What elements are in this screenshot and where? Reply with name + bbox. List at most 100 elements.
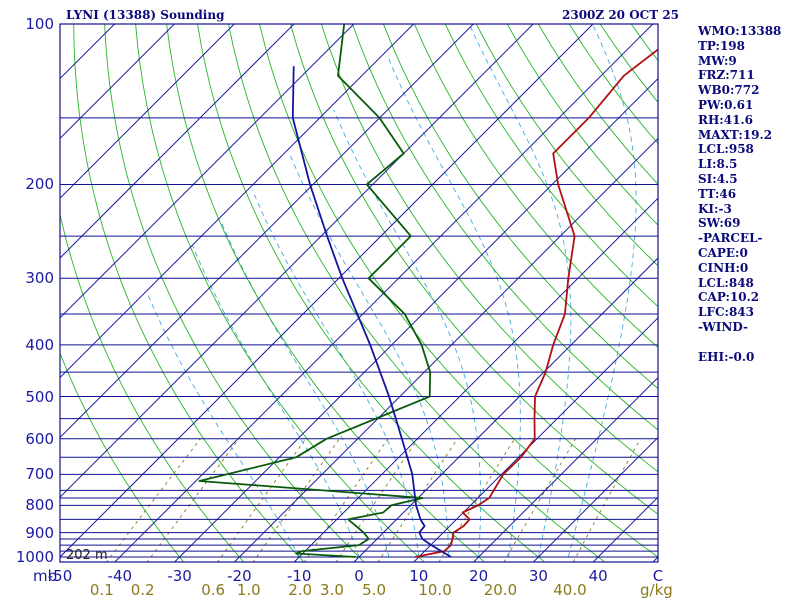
moist-adiabat--10 — [146, 293, 300, 558]
index-row: CINH:0 — [698, 260, 749, 275]
surface-height-label: 202 m — [66, 548, 108, 563]
mixing-ratio-line-1 — [252, 438, 340, 562]
index-row: LCL:958 — [698, 142, 754, 157]
dry-adiabat-80 — [351, 24, 658, 431]
temperature-label-2: -30 — [167, 567, 192, 585]
temperature-label-4: -10 — [286, 567, 312, 585]
pressure-label-500: 500 — [25, 387, 54, 406]
temperature-label-9: 40 — [588, 567, 608, 585]
mixing-ratio-label-5.0: 5.0 — [362, 581, 387, 599]
index-row: CAP:10.2 — [698, 290, 760, 305]
isotherm--60 — [60, 24, 534, 498]
index-row: SI:4.5 — [698, 171, 738, 186]
mixing-ratio-label-2.0: 2.0 — [288, 581, 313, 599]
pressure-label-300: 300 — [25, 269, 54, 288]
moist-adiabat-25 — [387, 56, 521, 558]
temperature-label-7: 20 — [469, 567, 489, 585]
mixing-ratio-line-2 — [303, 438, 389, 562]
temperature-label-0: -50 — [47, 567, 73, 585]
isotherms — [60, 24, 658, 562]
temperature-profile — [415, 48, 658, 558]
index-row: LI:8.5 — [698, 157, 738, 172]
isotherm--50 — [60, 24, 594, 558]
temperature-label-5: 0 — [354, 567, 364, 585]
dry-adiabat--20 — [60, 212, 245, 562]
isobars — [60, 117, 658, 558]
index-row: -WIND- — [698, 319, 748, 334]
index-row: TP:198 — [698, 38, 746, 53]
temperature-label-3: -20 — [227, 567, 252, 585]
dry-adiabat-110 — [444, 24, 658, 308]
index-row: LCL:848 — [698, 275, 754, 290]
isotherm--100 — [60, 24, 295, 259]
isotherm--40 — [114, 24, 654, 562]
mixing-ratio-line-3 — [335, 438, 419, 562]
dry-adiabat--30 — [60, 351, 185, 562]
mixing-ratio-label-20.0: 20.0 — [483, 581, 518, 599]
pressure-label-1000: 1000 — [15, 548, 54, 566]
dry-adiabat-100 — [413, 24, 658, 348]
isotherm-0 — [353, 257, 658, 562]
dry-adiabat--10 — [73, 24, 305, 562]
pressure-label-800: 800 — [25, 496, 54, 515]
index-row: KI:-3 — [698, 201, 732, 216]
isotherm-20 — [472, 376, 658, 562]
index-row: -PARCEL- — [698, 231, 763, 246]
index-row: TT:46 — [698, 186, 737, 201]
isotherm-10 — [413, 317, 658, 562]
temperature-label-10: C — [652, 567, 664, 585]
index-row: EHI:-0.0 — [698, 349, 755, 364]
mixing-ratio-line-5 — [377, 438, 458, 562]
mixing-ratio-label-40.0: 40.0 — [553, 581, 587, 599]
isotherm-30 — [532, 436, 658, 562]
index-row: CAPE:0 — [698, 245, 748, 260]
pressure-label-200: 200 — [25, 175, 54, 194]
pressure-label-700: 700 — [25, 465, 54, 484]
pressure-label-400: 400 — [25, 335, 54, 354]
pressure-unit-label: mb — [33, 567, 58, 585]
isotherm--20 — [233, 137, 658, 562]
dry-adiabat-90 — [382, 24, 658, 390]
isotherm--30 — [173, 77, 658, 562]
isotherm--70 — [60, 24, 475, 439]
valid-time: 2300Z 20 OCT 25 — [562, 8, 680, 22]
mixing-ratio-label-0.6: 0.6 — [201, 581, 226, 599]
isotherm--90 — [60, 24, 355, 319]
mixing-ratio-label-1.0: 1.0 — [236, 581, 261, 599]
index-row: WMO:13388 — [698, 24, 782, 38]
temperature-label-8: 30 — [528, 567, 548, 585]
isotherm--120 — [60, 24, 176, 140]
index-row: MAXT:19.2 — [698, 127, 773, 142]
pressure-label-900: 900 — [25, 523, 54, 542]
isotherm--110 — [60, 24, 235, 199]
mixing-ratio-unit-label: g/kg — [640, 581, 673, 599]
pressure-label-600: 600 — [25, 429, 54, 448]
index-row: WB0:772 — [698, 83, 760, 98]
moist-adiabat-10 — [252, 190, 420, 558]
parcel-profile — [291, 66, 452, 558]
dry-adiabat-30 — [197, 24, 546, 562]
indices-panel: WMO:13388 TP:198 MW:9 FRZ:711 WB0:772 PW:0.61… — [698, 24, 781, 364]
mixing-ratio-label-0.1: 0.1 — [89, 581, 114, 599]
mixing-ratio-label-0.2: 0.2 — [130, 581, 155, 599]
temperature-label-1: -40 — [107, 567, 133, 585]
moist-adiabat-15 — [289, 153, 450, 557]
dry-adiabat-50 — [259, 24, 658, 558]
moist-adiabat-20 — [333, 109, 482, 558]
index-row: SW:69 — [698, 216, 741, 231]
index-row — [698, 335, 781, 350]
dry-adiabat-60 — [290, 24, 658, 515]
plot-frame — [59, 23, 659, 563]
dry-adiabat-120 — [475, 24, 658, 267]
mixing-ratio-label-3.0: 3.0 — [320, 581, 344, 599]
index-row: LFC:843 — [698, 305, 754, 320]
index-row: FRZ:711 — [698, 68, 755, 83]
pressure-label-100: 100 — [25, 15, 54, 33]
index-row: RH:41.6 — [698, 112, 753, 127]
temperature-label-6: 10 — [409, 567, 429, 585]
mixing-ratio-label-10.0: 10.0 — [418, 581, 452, 599]
dewpoint-profile — [198, 24, 432, 558]
index-row: MW:9 — [698, 53, 737, 68]
isotherm--80 — [60, 24, 415, 379]
